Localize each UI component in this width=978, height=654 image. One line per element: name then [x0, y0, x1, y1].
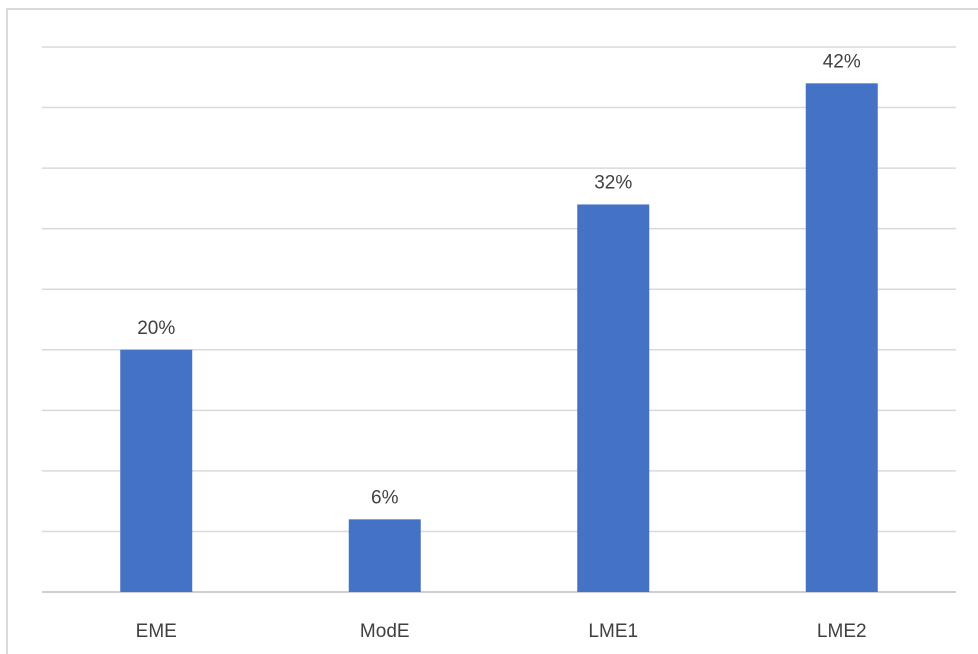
x-tick-label-mode: ModE	[360, 621, 410, 642]
gridlines	[42, 46, 956, 593]
data-label-lme1: 32%	[594, 172, 632, 193]
data-label-eme: 20%	[137, 318, 175, 339]
data-labels: 20% 6% 32% 42%	[137, 51, 861, 508]
category-axis: EME ModE LME1 LME2	[136, 621, 867, 642]
x-tick-label-lme2: LME2	[817, 621, 867, 642]
data-label-lme2: 42%	[823, 51, 861, 72]
bar-eme	[120, 349, 193, 592]
bar-mode	[348, 519, 421, 592]
x-tick-label-lme1: LME1	[588, 621, 638, 642]
bar-lme2	[805, 83, 878, 592]
x-tick-label-eme: EME	[136, 621, 177, 642]
bar-lme1	[577, 204, 650, 592]
bars	[120, 83, 878, 592]
data-label-mode: 6%	[371, 487, 399, 508]
